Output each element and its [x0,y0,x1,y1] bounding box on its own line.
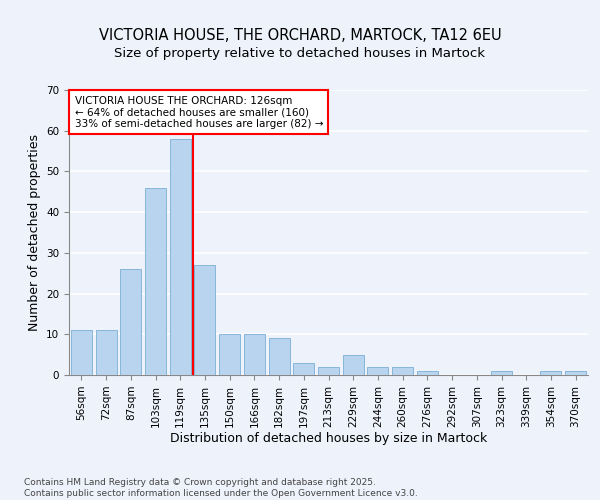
Bar [120,269,141,375]
Bar [170,139,191,375]
Bar [71,330,92,375]
Bar [541,371,562,375]
Bar [417,371,438,375]
Bar [145,188,166,375]
Bar [491,371,512,375]
Bar [194,265,215,375]
Bar [367,367,388,375]
Text: Size of property relative to detached houses in Martock: Size of property relative to detached ho… [115,48,485,60]
Bar [318,367,339,375]
Bar [219,334,240,375]
Bar [392,367,413,375]
Bar [244,334,265,375]
Bar [293,363,314,375]
Bar [269,338,290,375]
Text: Contains HM Land Registry data © Crown copyright and database right 2025.
Contai: Contains HM Land Registry data © Crown c… [24,478,418,498]
Bar [343,354,364,375]
Y-axis label: Number of detached properties: Number of detached properties [28,134,41,331]
Text: VICTORIA HOUSE THE ORCHARD: 126sqm
← 64% of detached houses are smaller (160)
33: VICTORIA HOUSE THE ORCHARD: 126sqm ← 64%… [74,96,323,129]
X-axis label: Distribution of detached houses by size in Martock: Distribution of detached houses by size … [170,432,487,446]
Text: VICTORIA HOUSE, THE ORCHARD, MARTOCK, TA12 6EU: VICTORIA HOUSE, THE ORCHARD, MARTOCK, TA… [98,28,502,42]
Bar [95,330,116,375]
Bar [565,371,586,375]
